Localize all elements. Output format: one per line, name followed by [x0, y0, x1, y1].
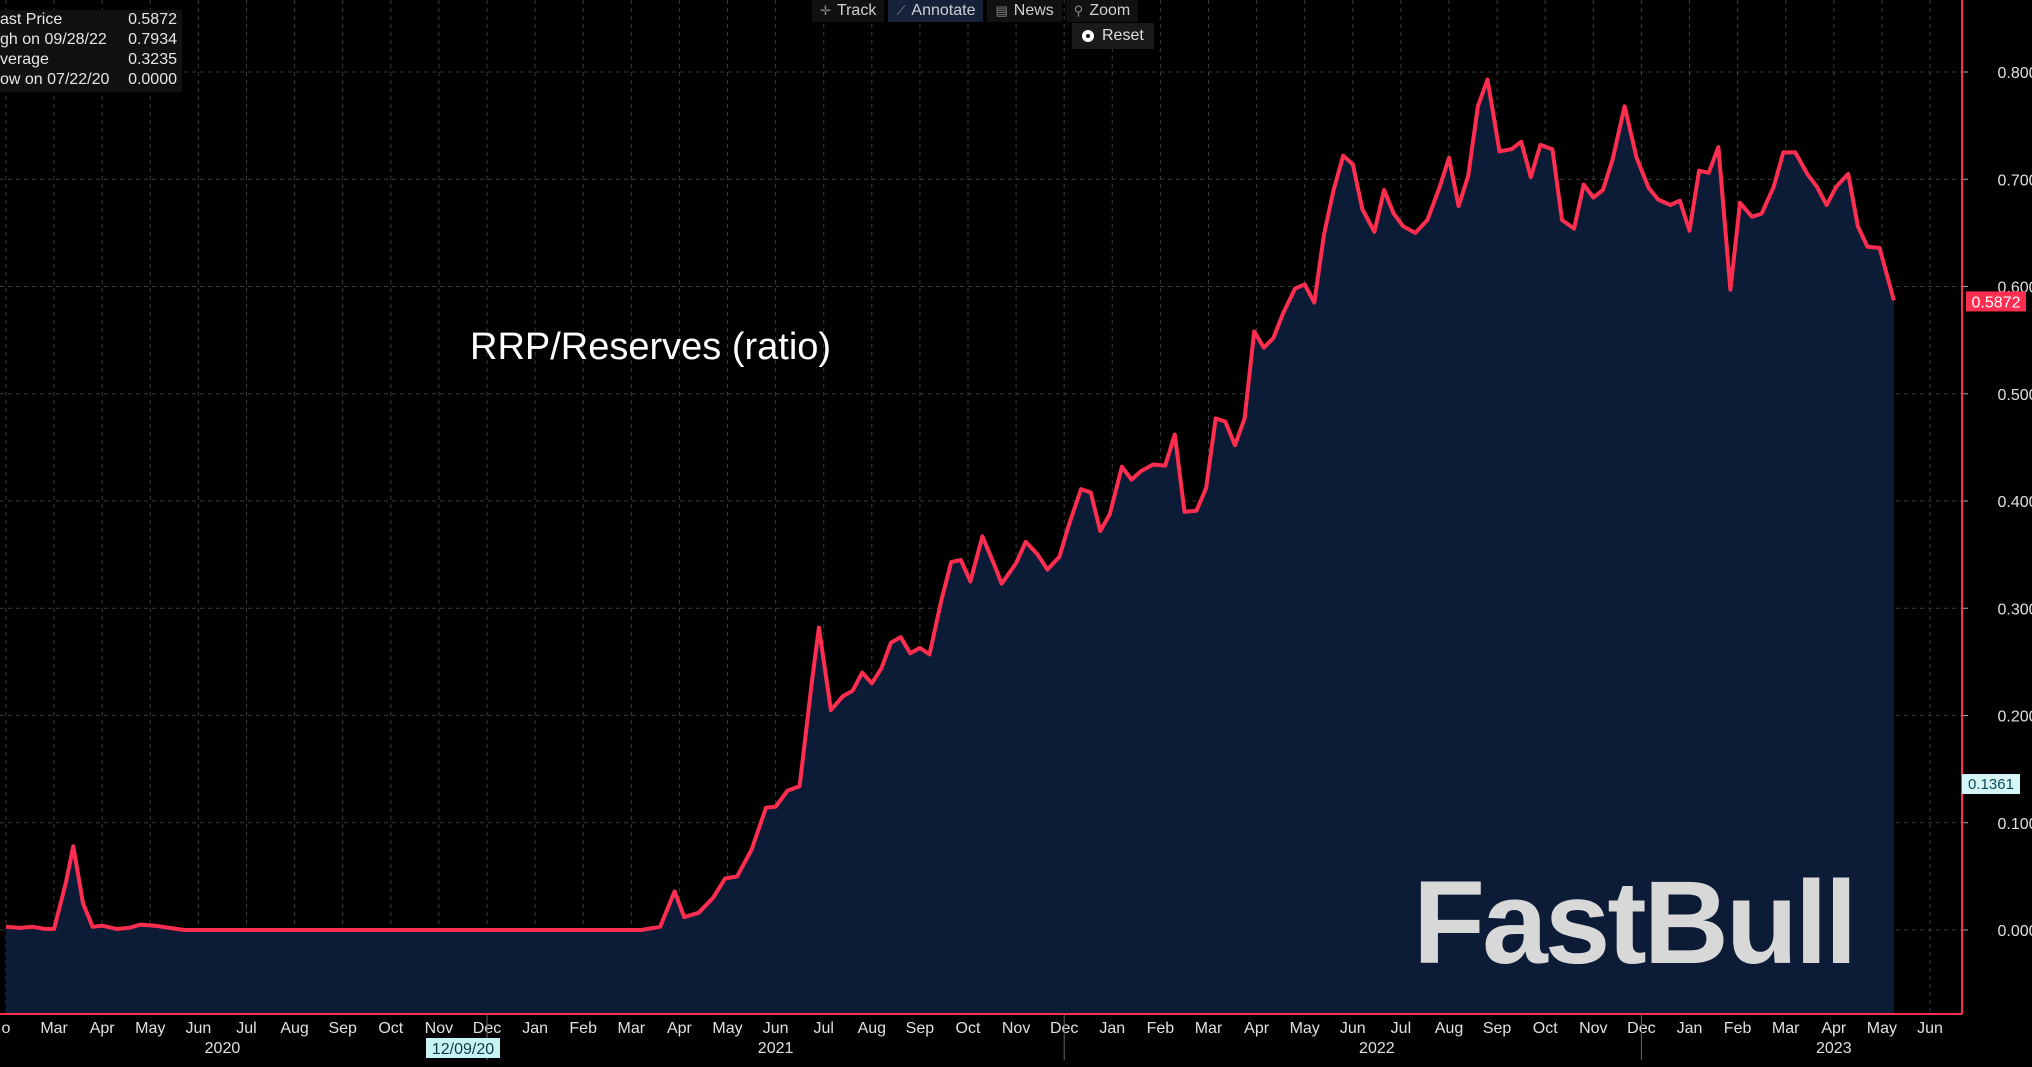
series-line — [5, 77, 1896, 932]
x-tick-label: Mar — [1195, 1020, 1223, 1037]
x-year-label: 2021 — [758, 1040, 794, 1057]
x-tick-label: Jan — [1677, 1020, 1703, 1037]
stats-label: gh on 09/28/22 — [0, 31, 107, 48]
stats-low: ow on 07/22/20 0.0000 — [0, 70, 182, 90]
x-tick-label: May — [712, 1020, 742, 1037]
chart-annotation: RRP/Reserves (ratio) — [470, 326, 832, 368]
magnifier-icon: ⚲ — [1073, 3, 1084, 18]
chart-labels: 0.5872 0.1361 12/09/20 — [426, 291, 2026, 1058]
annotate-button[interactable]: ⟋ Annotate — [888, 0, 984, 22]
x-tick-label: Sep — [328, 1020, 357, 1037]
x-tick-label: Nov — [1579, 1020, 1607, 1037]
stats-value: 0.3235 — [128, 51, 177, 68]
zoom-label: Zoom — [1089, 2, 1131, 19]
stats-label: ast Price — [0, 11, 63, 28]
x-tick-label: Jun — [186, 1020, 212, 1037]
x-tick-label: Jun — [1340, 1020, 1366, 1037]
y-tick-label: 0.0000 — [1998, 923, 2032, 940]
x-tick-label: Feb — [569, 1020, 597, 1037]
cursor-date-label: 12/09/20 — [432, 1041, 494, 1058]
x-tick-label: Nov — [1002, 1020, 1030, 1037]
y-tick-label: 0.7000 — [1998, 172, 2032, 189]
x-tick-label: Nov — [425, 1020, 453, 1037]
reset-button[interactable]: Reset — [1072, 23, 1154, 49]
x-tick-label: Oct — [378, 1020, 403, 1037]
y-tick-label: 0.2000 — [1998, 709, 2032, 726]
x-tick-label: Jun — [763, 1020, 789, 1037]
reset-label: Reset — [1102, 27, 1144, 44]
x-tick-label: Sep — [1483, 1020, 1512, 1037]
stats-value: 0.0000 — [128, 71, 177, 88]
radio-icon — [1082, 30, 1094, 42]
y-tick-label: 0.4000 — [1998, 494, 2032, 511]
x-tick-label: o — [2, 1020, 11, 1037]
x-tick-label: Jul — [1391, 1020, 1411, 1037]
y-tick-label: 0.3000 — [1998, 601, 2032, 618]
crosshair-icon: ✛ — [820, 3, 831, 18]
news-icon: ▤ — [995, 3, 1008, 18]
cursor-date-badge — [426, 1038, 500, 1058]
x-tick-label: Sep — [906, 1020, 935, 1037]
annotate-label: Annotate — [911, 2, 976, 19]
x-year-label: 2020 — [205, 1040, 241, 1057]
x-tick-label: May — [1867, 1020, 1897, 1037]
stats-high: gh on 09/28/22 0.7934 — [0, 30, 182, 50]
x-tick-label: Mar — [40, 1020, 68, 1037]
x-tick-label: Jan — [522, 1020, 548, 1037]
x-tick-label: Apr — [90, 1020, 116, 1037]
x-tick-label: Oct — [956, 1020, 981, 1037]
secondary-value-label: 0.1361 — [1968, 776, 2014, 793]
track-button[interactable]: ✛ Track — [812, 0, 885, 22]
x-tick-label: Jul — [236, 1020, 256, 1037]
y-tick-label: 0.1000 — [1998, 816, 2032, 833]
zoom-button[interactable]: ⚲ Zoom — [1065, 0, 1139, 22]
stats-panel: ast Price 0.5872 gh on 09/28/22 0.7934 v… — [0, 10, 182, 92]
x-tick-label: May — [135, 1020, 165, 1037]
x-tick-label: Oct — [1533, 1020, 1558, 1037]
last-value-label: 0.5872 — [1972, 294, 2021, 311]
series-area — [6, 79, 1894, 1014]
stats-last-price: ast Price 0.5872 — [0, 10, 182, 30]
news-label: News — [1013, 2, 1054, 19]
x-tick-label: Mar — [1772, 1020, 1800, 1037]
x-tick-label: Aug — [1435, 1020, 1463, 1037]
stats-label: ow on 07/22/20 — [0, 71, 110, 88]
x-tick-label: Jan — [1099, 1020, 1125, 1037]
chart-toolbar: ✛ Track ⟋ Annotate ▤ News ⚲ Zoom — [812, 0, 1139, 22]
track-label: Track — [836, 2, 877, 19]
x-tick-label: Feb — [1724, 1020, 1752, 1037]
x-tick-label: Apr — [1821, 1020, 1847, 1037]
x-tick-label: Feb — [1147, 1020, 1175, 1037]
stats-value: 0.5872 — [128, 11, 177, 28]
stats-average: verage 0.3235 — [0, 50, 182, 70]
y-tick-label: 0.5000 — [1998, 387, 2032, 404]
secondary-value-badge — [1962, 774, 2020, 795]
stats-label: verage — [0, 51, 49, 68]
x-tick-label: Jun — [1917, 1020, 1943, 1037]
x-year-label: 2022 — [1359, 1040, 1395, 1057]
pencil-icon: ⟋ — [896, 3, 906, 18]
x-tick-label: Jul — [813, 1020, 833, 1037]
news-button[interactable]: ▤ News — [987, 0, 1062, 22]
x-year-label: 2023 — [1816, 1040, 1852, 1057]
x-tick-label: Apr — [667, 1020, 693, 1037]
y-tick-label: 0.8000 — [1998, 65, 2032, 82]
x-tick-label: May — [1290, 1020, 1320, 1037]
x-tick-label: Aug — [858, 1020, 886, 1037]
x-tick-label: Mar — [618, 1020, 646, 1037]
x-tick-label: Apr — [1244, 1020, 1270, 1037]
x-tick-label: Aug — [280, 1020, 308, 1037]
last-value-badge — [1966, 291, 2026, 312]
stats-value: 0.7934 — [128, 31, 177, 48]
watermark-logo: FastBull — [1413, 857, 1857, 989]
